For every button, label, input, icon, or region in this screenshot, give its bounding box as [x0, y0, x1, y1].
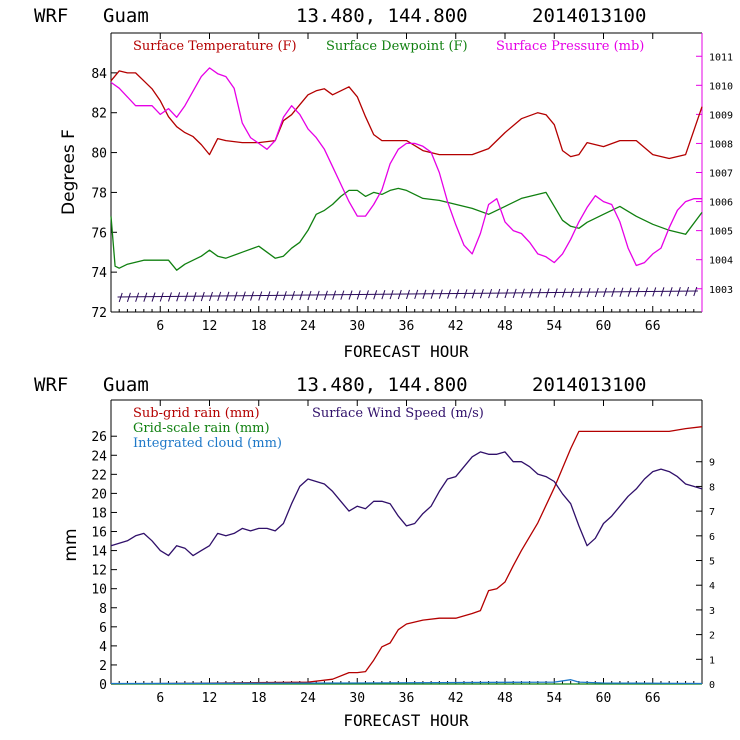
x-tick-label: 60 — [596, 319, 612, 334]
y-tick-label: 14 — [91, 545, 107, 560]
x-tick-label: 6 — [156, 691, 164, 706]
y-tick-label: 16 — [91, 526, 107, 541]
x-tick-label: 66 — [645, 691, 661, 706]
header-model-2: WRF — [34, 374, 68, 396]
x-tick-label: 18 — [251, 691, 267, 706]
y-tick-label: 80 — [91, 147, 107, 162]
series-line-surface-dewpoint-f — [110, 187, 703, 271]
legend-surface-pressure: Surface Pressure (mb) — [496, 39, 644, 54]
legend-surface-temperature: Surface Temperature (F) — [133, 39, 297, 54]
y2-tick-label: 7 — [709, 507, 715, 518]
x-axis-label-top: FORECAST HOUR — [343, 342, 469, 361]
x-tick-label: 54 — [546, 691, 562, 706]
y2-tick-label: 9 — [709, 458, 715, 469]
x-tick-label: 48 — [497, 691, 513, 706]
y-tick-label: 2 — [99, 659, 107, 674]
y-tick-label: 6 — [99, 621, 107, 636]
temperature-pressure-panel: 6 12 18 24 30 36 42 48 54 60 66 72 74 76 78 80 82 84 1003 1… — [91, 32, 733, 334]
y2-tick-label: 3 — [709, 606, 715, 617]
y-tick-label: 8 — [99, 602, 107, 617]
legend-sub-grid-rain: Sub-grid rain (mm) — [133, 406, 260, 421]
wind-barb-baseline — [117, 290, 698, 298]
x-tick-label: 18 — [251, 319, 267, 334]
y2-tick-label: 5 — [709, 557, 715, 568]
x-tick-label: 30 — [349, 691, 365, 706]
y-tick-label: 74 — [91, 266, 107, 281]
x-tick-label: 42 — [448, 691, 464, 706]
header-location-2: Guam — [103, 374, 149, 396]
y2-tick-label: 1008 — [709, 139, 733, 150]
y-tick-label: 22 — [91, 468, 107, 483]
y-axis-label-mm: mm — [61, 528, 81, 561]
y2-tick-label: 1003 — [709, 285, 733, 296]
legend-integrated-cloud: Integrated cloud (mm) — [133, 436, 282, 451]
y-tick-label: 18 — [91, 506, 107, 521]
series-line-surface-temperature-f — [110, 70, 703, 160]
y2-tick-label: 1010 — [709, 81, 733, 92]
header-location: Guam — [103, 5, 149, 27]
header-coords: 13.480, 144.800 — [296, 5, 468, 27]
legend-surface-wind-speed: Surface Wind Speed (m/s) — [312, 406, 484, 421]
y-tick-label: 78 — [91, 186, 107, 201]
x-tick-label: 54 — [546, 319, 562, 334]
y-tick-label: 20 — [91, 487, 107, 502]
y2-tick-label: 1004 — [709, 256, 733, 267]
y2-tick-label: 0 — [709, 680, 715, 691]
y2-tick-label: 1009 — [709, 110, 733, 121]
header-init-time: 2014013100 — [532, 5, 646, 27]
y-tick-label: 10 — [91, 583, 107, 598]
y2-tick-label: 1 — [709, 655, 715, 666]
y2-tick-label: 8 — [709, 482, 715, 493]
y-tick-label: 76 — [91, 226, 107, 241]
legend-surface-dewpoint: Surface Dewpoint (F) — [326, 39, 468, 54]
header-coords-2: 13.480, 144.800 — [296, 374, 468, 396]
x-tick-label: 66 — [645, 319, 661, 334]
x-tick-label: 12 — [202, 319, 218, 334]
header-init-time-2: 2014013100 — [532, 374, 646, 396]
x-tick-label: 24 — [300, 691, 316, 706]
y2-tick-label: 4 — [709, 581, 715, 592]
x-tick-label: 24 — [300, 319, 316, 334]
y2-tick-label: 1007 — [709, 169, 733, 180]
y-tick-label: 24 — [91, 449, 107, 464]
y-tick-label: 12 — [91, 564, 107, 579]
y-tick-label: 84 — [91, 67, 107, 82]
y-tick-label: 4 — [99, 640, 107, 655]
x-axis-label-bottom: FORECAST HOUR — [343, 711, 469, 730]
x-tick-label: 48 — [497, 319, 513, 334]
x-tick-label: 6 — [156, 319, 164, 334]
legend-grid-scale-rain: Grid-scale rain (mm) — [133, 421, 270, 436]
x-tick-label: 30 — [349, 319, 365, 334]
y-tick-label: 82 — [91, 107, 107, 122]
precipitation-wind-panel: 6 12 18 24 30 36 42 48 54 60 660246810121416182022… — [91, 399, 715, 706]
series-line-surface-wind-speed-m-s — [110, 451, 703, 557]
series-line-integrated-cloud-mm — [110, 679, 703, 685]
y-axis-label-temperature: Degrees F — [59, 129, 79, 215]
series-line-sub-grid-rain-mm — [110, 426, 703, 685]
series-line-surface-pressure-mb — [110, 67, 702, 267]
y2-tick-label: 1011 — [709, 52, 733, 63]
x-tick-label: 60 — [596, 691, 612, 706]
y2-tick-label: 1005 — [709, 227, 733, 238]
x-tick-label: 36 — [399, 319, 415, 334]
x-tick-label: 42 — [448, 319, 464, 334]
y2-tick-label: 1006 — [709, 198, 733, 209]
y-tick-label: 72 — [91, 306, 107, 321]
y2-tick-label: 6 — [709, 532, 715, 543]
header-model: WRF — [34, 5, 68, 27]
x-tick-label: 36 — [399, 691, 415, 706]
x-tick-label: 12 — [202, 691, 218, 706]
y-tick-label: 0 — [99, 678, 107, 693]
y2-tick-label: 2 — [709, 631, 715, 642]
y-tick-label: 26 — [91, 430, 107, 445]
wind-barbs-row — [117, 286, 698, 303]
